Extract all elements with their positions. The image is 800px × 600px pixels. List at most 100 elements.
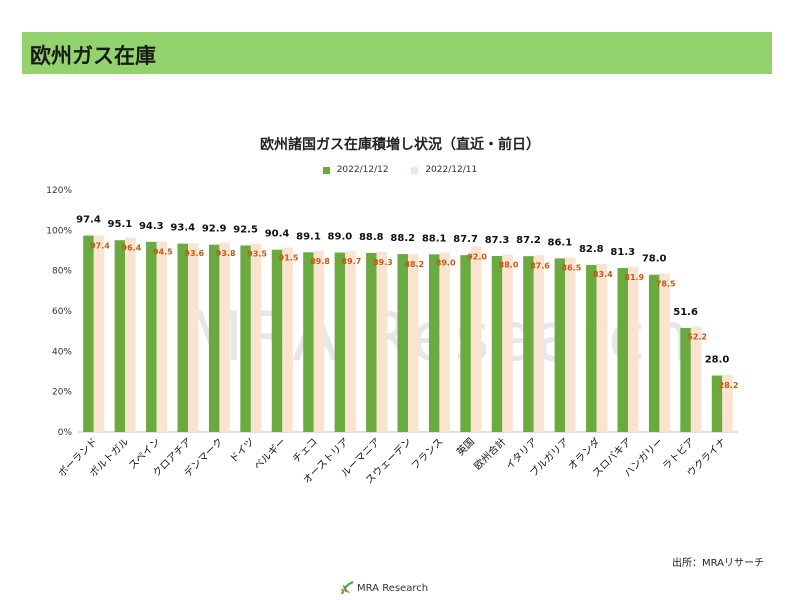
data-label-series-2: 92.0	[467, 252, 487, 261]
data-label-series-1: 97.4	[76, 215, 101, 226]
bar-series-1	[83, 235, 94, 432]
bar-series-2	[93, 235, 105, 432]
x-category-label: 英国	[454, 435, 477, 458]
bar-series-2	[470, 246, 482, 432]
data-label-series-1: 51.6	[673, 307, 698, 318]
bar-series-2	[250, 243, 262, 432]
data-label-series-1: 88.1	[422, 233, 447, 244]
x-category-label: ベルギー	[252, 436, 289, 473]
data-label-series-2: 81.9	[624, 273, 644, 282]
x-category-label: チェコ	[290, 436, 320, 466]
bar-series-2	[313, 250, 325, 432]
bar-series-1	[617, 268, 628, 432]
bar-series-2	[722, 375, 733, 432]
bar-series-2	[282, 247, 293, 432]
data-label-series-1: 87.3	[485, 235, 510, 246]
bar-series-2	[659, 273, 670, 432]
bar-series-2	[628, 266, 639, 432]
data-label-series-2: 96.4	[122, 244, 142, 253]
bar-series-1	[208, 244, 220, 432]
bar-series-1	[554, 258, 566, 432]
legend-item-series-2: 2022/12/11	[411, 165, 477, 176]
bar-series-2	[408, 254, 419, 432]
x-category-label: ドイツ	[228, 436, 257, 465]
legend-swatch-series-2	[411, 166, 419, 174]
data-label-series-1: 89.1	[296, 231, 321, 242]
bar-series-2	[690, 326, 702, 432]
y-tick-label: 20%	[52, 388, 72, 398]
y-tick-label: 0%	[58, 428, 73, 438]
bar-series-2	[345, 251, 356, 432]
data-label-series-1: 93.4	[170, 223, 195, 234]
data-label-series-2: 78.5	[656, 280, 676, 289]
footer-logo-text: MRA Research	[357, 582, 429, 594]
bar-series-1	[648, 274, 660, 432]
x-category-label: 欧州合計	[471, 435, 508, 472]
data-label-series-1: 82.8	[579, 244, 604, 255]
bar-series-2	[188, 243, 199, 432]
bar-series-1	[428, 254, 440, 432]
data-label-series-2: 89.8	[310, 257, 330, 266]
data-label-series-2: 83.4	[593, 270, 613, 279]
page-title: 欧州ガス在庫	[30, 44, 156, 68]
data-label-series-1: 87.7	[453, 234, 478, 245]
data-label-series-2: 97.4	[90, 242, 110, 251]
chart-title: 欧州諸国ガス在庫積増し状況（直近・前日）	[260, 137, 540, 153]
data-label-series-2: 87.6	[530, 261, 550, 270]
data-label-series-2: 89.7	[342, 257, 362, 266]
bar-series-1	[586, 265, 597, 432]
source-note: 出所：MRAリサーチ	[671, 558, 764, 569]
y-tick-label: 80%	[52, 267, 72, 277]
data-label-series-1: 90.4	[265, 229, 290, 240]
bar-series-1	[114, 240, 126, 432]
bar-series-1	[711, 375, 723, 432]
x-category-label: フランス	[409, 436, 446, 473]
data-label-series-2: 89.0	[436, 259, 456, 268]
bar-series-1	[240, 245, 251, 432]
header-banner: 欧州ガス在庫	[22, 32, 772, 74]
chart-legend: 2022/12/12 2022/12/11	[0, 165, 800, 176]
data-label-series-2: 93.8	[216, 249, 236, 258]
data-label-series-2: 93.6	[184, 249, 204, 258]
data-label-series-2: 93.5	[247, 249, 267, 258]
bar-series-2	[156, 241, 168, 432]
data-label-series-2: 94.5	[153, 247, 173, 256]
bar-series-2	[533, 255, 545, 432]
data-label-series-2: 91.5	[279, 253, 299, 262]
data-label-series-1: 78.0	[642, 254, 667, 265]
y-tick-label: 40%	[52, 347, 72, 357]
data-label-series-1: 92.9	[202, 224, 227, 235]
data-label-series-2: 28.2	[719, 381, 739, 390]
data-label-series-1: 95.1	[108, 219, 133, 230]
y-tick-label: 100%	[46, 226, 72, 236]
bar-series-1	[271, 249, 283, 432]
legend-item-series-1: 2022/12/12	[322, 165, 389, 176]
bar-series-1	[334, 252, 346, 432]
legend-label-series-1: 2022/12/12	[336, 165, 389, 175]
data-label-series-2: 88.2	[404, 260, 424, 269]
footer-logo: MRA Research	[340, 580, 428, 596]
bar-series-1	[303, 252, 314, 432]
legend-label-series-2: 2022/12/11	[425, 165, 478, 175]
data-label-series-2: 52.2	[687, 333, 707, 342]
data-label-series-1: 86.1	[548, 237, 573, 248]
data-label-series-1: 88.2	[390, 233, 415, 244]
bar-series-1	[177, 243, 188, 432]
legend-swatch-series-1	[322, 166, 330, 174]
data-label-series-1: 87.2	[516, 235, 541, 246]
y-tick-label: 60%	[52, 307, 72, 317]
data-label-series-2: 88.0	[499, 261, 519, 270]
bar-series-1	[397, 254, 408, 432]
bar-series-2	[502, 254, 513, 432]
bar-series-1	[366, 252, 377, 432]
bar-series-1	[523, 256, 534, 432]
bar-series-2	[596, 263, 608, 432]
data-label-series-1: 28.0	[705, 355, 730, 366]
data-label-series-1: 81.3	[610, 247, 635, 258]
bar-series-2	[376, 251, 388, 432]
data-label-series-1: 94.3	[139, 221, 164, 232]
y-tick-label: 120%	[46, 186, 72, 196]
data-label-series-1: 88.8	[359, 232, 384, 243]
bar-series-1	[491, 255, 503, 432]
bar-series-2	[125, 237, 136, 432]
